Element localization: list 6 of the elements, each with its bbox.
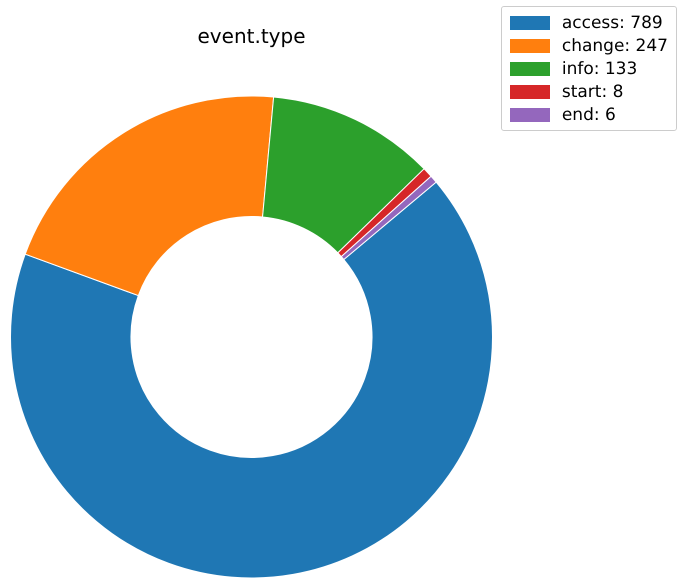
legend-label: change: 247	[562, 36, 668, 56]
legend-label: access: 789	[562, 12, 663, 32]
legend-label: start: 8	[562, 82, 624, 102]
legend-label: end: 6	[562, 104, 616, 124]
text: event.type	[198, 24, 306, 48]
legend-label: info: 133	[562, 58, 638, 78]
